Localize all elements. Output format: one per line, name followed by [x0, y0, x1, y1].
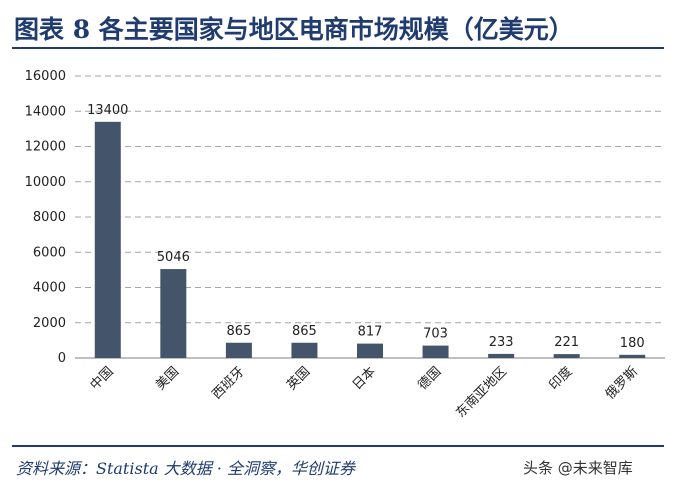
x-tick-label: 中国	[88, 364, 117, 393]
bar	[160, 269, 187, 358]
bar	[619, 354, 646, 358]
y-tick-label: 12000	[25, 140, 66, 155]
bar	[488, 353, 515, 358]
watermark-text: 头条 @未来智库	[523, 459, 633, 477]
data-label: 5046	[157, 250, 190, 265]
bar	[225, 342, 252, 358]
data-label: 233	[489, 335, 514, 350]
footer-rule	[12, 445, 664, 447]
y-tick-label: 16000	[25, 69, 66, 84]
data-label: 865	[226, 324, 251, 339]
chart-title: 图表 8 各主要国家与地区电商市场规模（亿美元）	[14, 15, 574, 44]
x-tick-label: 英国	[284, 364, 313, 393]
x-tick-label: 东南亚地区	[453, 364, 510, 421]
bar-chart: 0 2000 4000 6000 8000 10000 12000 14000 16000 134…	[25, 69, 665, 421]
data-label: 13400	[87, 103, 128, 118]
source-note: 资料来源：Statista 大数据 · 全洞察，华创证券	[16, 459, 356, 478]
bar	[422, 345, 449, 358]
watermark: 头条 @未来智库	[523, 457, 633, 478]
x-tick-label: 德国	[415, 364, 444, 393]
x-tick-label: 美国	[153, 364, 182, 393]
bar	[357, 343, 383, 358]
data-label: 221	[554, 335, 579, 350]
x-tick-label: 俄罗斯	[603, 364, 641, 402]
bar	[94, 121, 121, 358]
x-tick-label: 日本	[350, 364, 379, 393]
x-tick-label: 西班牙	[210, 364, 248, 402]
data-label: 865	[292, 324, 317, 339]
data-label: 180	[620, 336, 645, 351]
y-tick-label: 0	[58, 351, 66, 366]
y-tick-label: 14000	[25, 104, 66, 119]
y-tick-label: 6000	[33, 245, 66, 260]
y-tick-label: 8000	[33, 210, 66, 225]
bar	[553, 354, 580, 358]
title-rule	[12, 47, 664, 49]
y-tick-label: 4000	[33, 281, 66, 296]
x-tick-label: 印度	[546, 364, 576, 394]
y-tick-label: 10000	[25, 175, 66, 190]
y-tick-label: 2000	[33, 316, 66, 331]
data-label: 703	[423, 327, 448, 342]
data-label: 817	[358, 325, 383, 340]
bar	[291, 342, 318, 358]
